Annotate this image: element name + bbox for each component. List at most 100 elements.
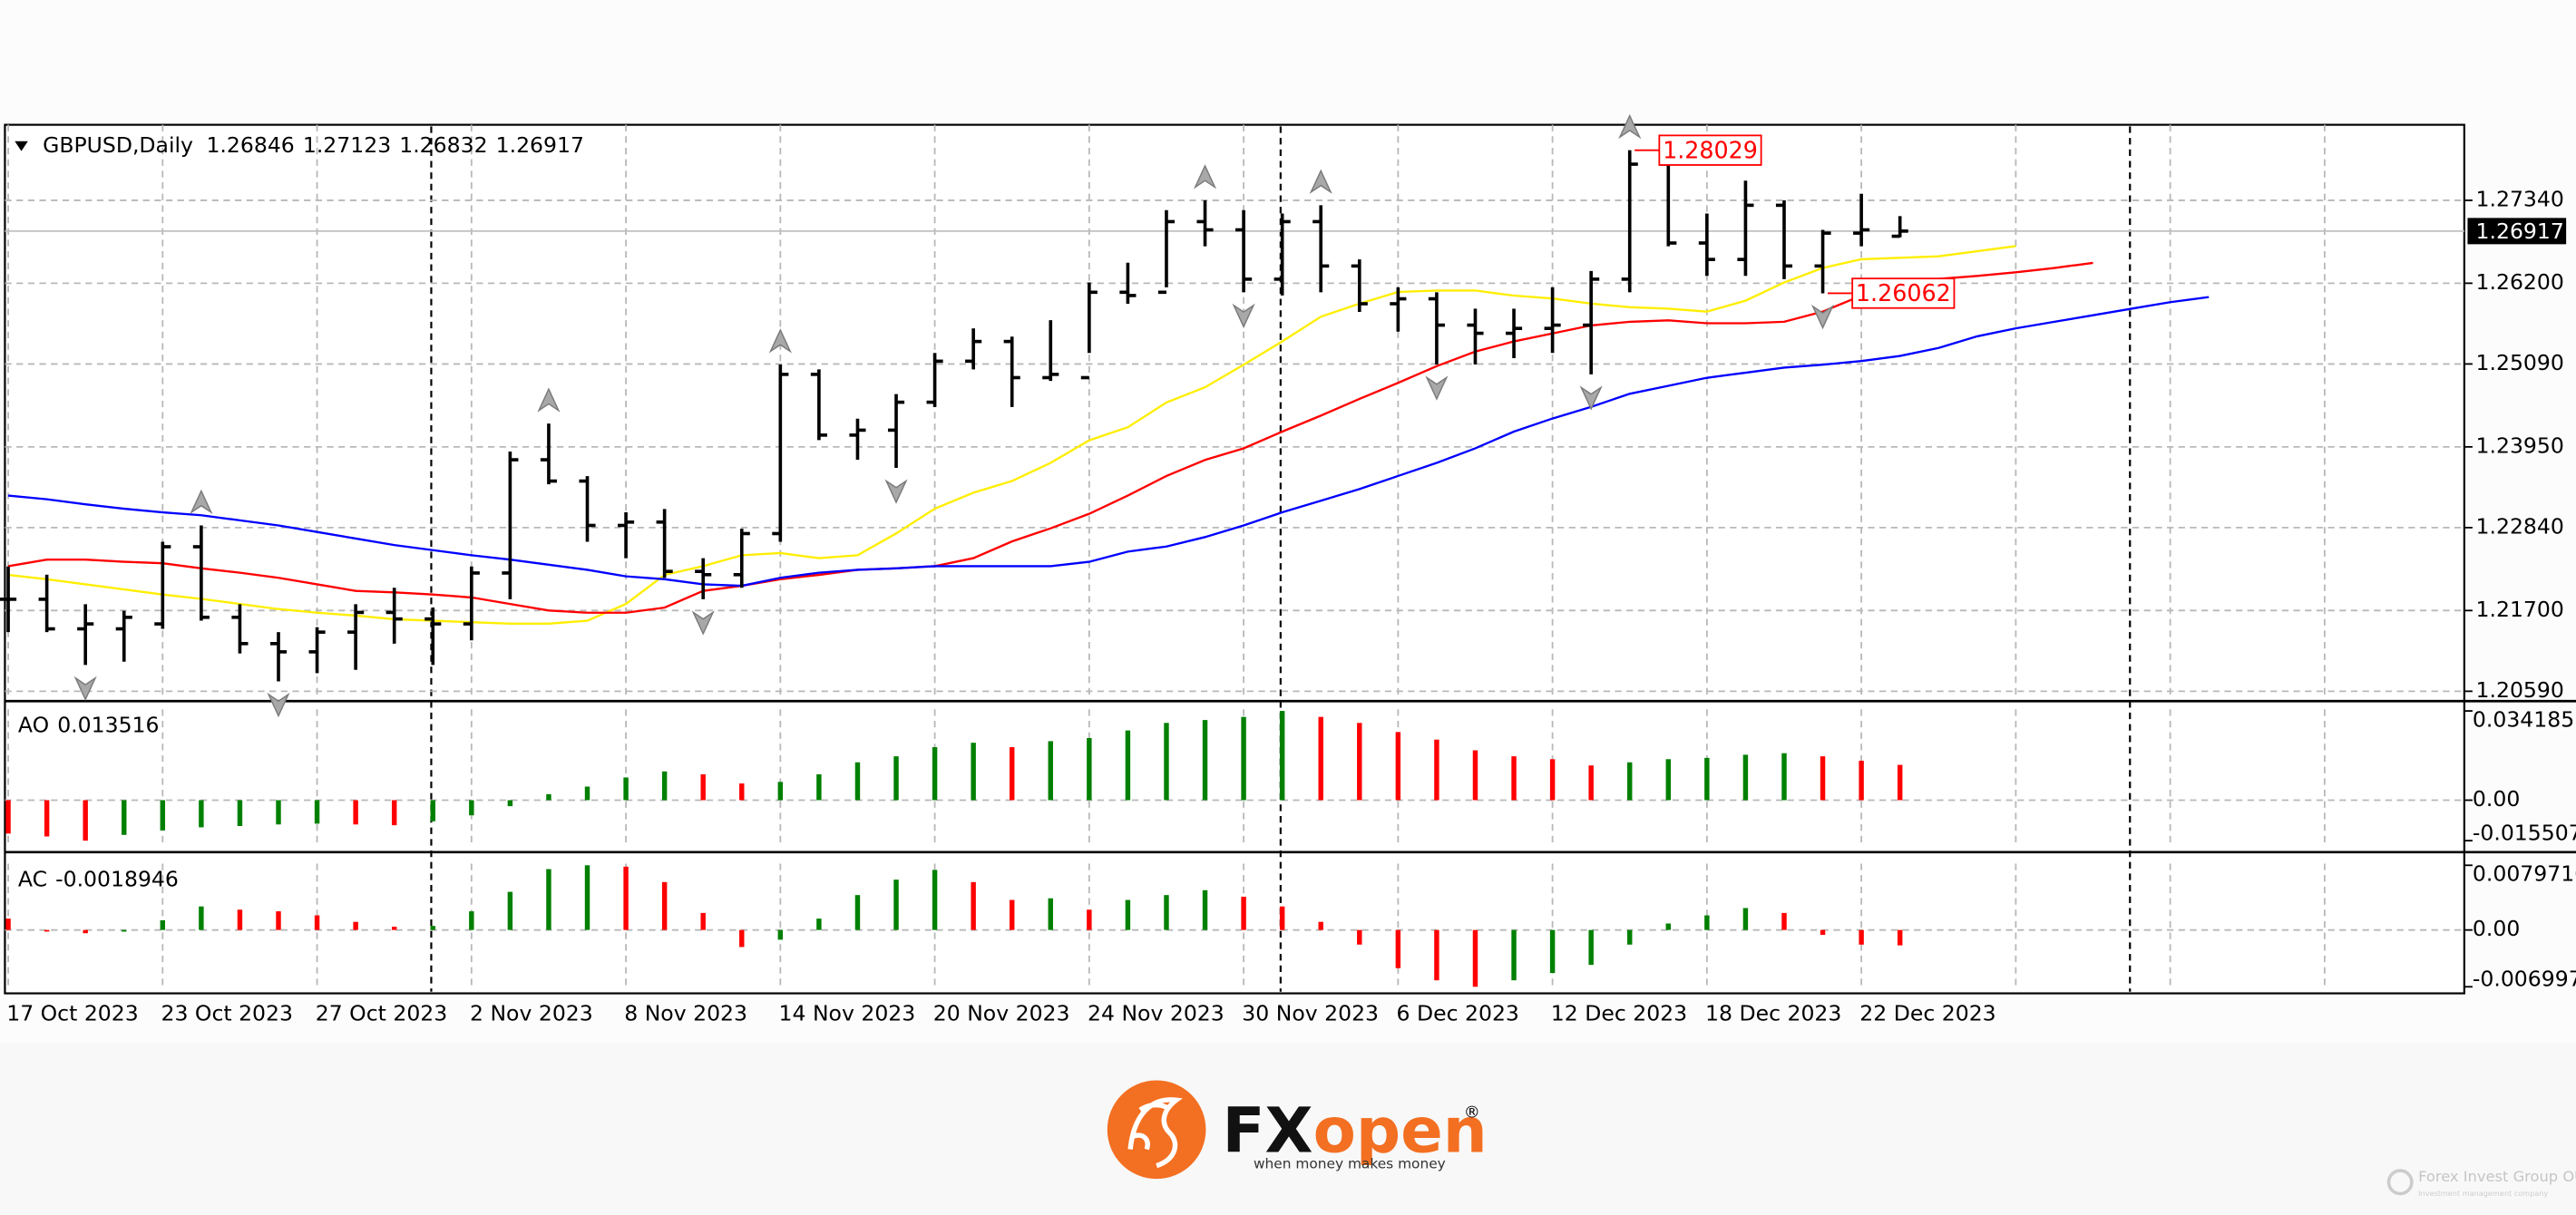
histogram-bar (1820, 756, 1826, 801)
histogram-bar (623, 777, 629, 801)
x-tick-label: 14 Nov 2023 (779, 1001, 916, 1026)
indicator-value: 0.013516 (57, 712, 159, 737)
moving-average-line (7, 296, 2210, 588)
histogram-bar (469, 911, 474, 930)
histogram-bar (44, 800, 50, 837)
footer-company: Forex Invest Group OU Investment managem… (2386, 1168, 2576, 1198)
y-tick-label: 1.20590 (2476, 677, 2564, 703)
y-tick-label: -0.015507 (2473, 820, 2576, 845)
x-tick-label: 22 Dec 2023 (1859, 1001, 1995, 1026)
histogram-bar (1781, 753, 1787, 801)
histogram-bar (199, 906, 204, 930)
fractal-down (1810, 304, 1835, 330)
y-tick-label: 0.00 (2473, 786, 2520, 812)
header-low: 1.26832 (399, 132, 487, 158)
histogram-bar (1318, 716, 1323, 801)
annotation-box (1658, 134, 1762, 166)
histogram-bar (893, 880, 899, 930)
histogram-bar (5, 800, 11, 834)
histogram-bar (1318, 921, 1323, 930)
histogram-bar (1897, 764, 1903, 801)
histogram-bar (469, 800, 474, 816)
histogram-bar (584, 865, 590, 930)
fractal-down (1232, 303, 1255, 329)
moving-average-line (7, 245, 2016, 625)
indicator-name: AC (18, 866, 47, 891)
histogram-bar (1820, 929, 1826, 936)
histogram-bar (1164, 723, 1169, 801)
histogram-bar (1704, 757, 1710, 801)
fractal-down (1425, 375, 1449, 401)
histogram-bar (1202, 720, 1208, 801)
y-tick-label: -0.006997 (2473, 967, 2576, 992)
logo-open: open (1313, 1094, 1488, 1167)
histogram-bar (1125, 730, 1131, 801)
indicator-name: AO (18, 712, 49, 737)
histogram-bar (1511, 929, 1517, 981)
histogram-bar (1164, 895, 1169, 930)
y-tick-label: 1.27340 (2476, 186, 2564, 211)
histogram-bar (1859, 761, 1864, 801)
histogram-bar (1742, 908, 1749, 930)
logo-fx: FX (1223, 1094, 1313, 1167)
header-close: 1.26917 (496, 132, 584, 158)
histogram-bar (1588, 765, 1594, 801)
histogram-bar (314, 915, 320, 930)
fractal-down (1579, 385, 1603, 411)
x-tick-label: 18 Dec 2023 (1705, 1001, 1841, 1026)
histogram-bar (777, 929, 784, 940)
histogram-bar (276, 911, 281, 930)
histogram-bar (44, 929, 50, 932)
x-tick-label: 2 Nov 2023 (470, 1001, 593, 1026)
histogram-bar (584, 786, 590, 801)
plot-layer: 17 Oct 2023 23 Oct 2023 27 Oct 2023 2 Nov 2… (0, 113, 2576, 1026)
histogram-bar (353, 921, 358, 930)
fractal-up (1309, 169, 1332, 194)
histogram-bar (546, 793, 551, 801)
histogram-bar (854, 895, 861, 930)
chart-frame (4, 123, 2465, 995)
histogram-bar (1511, 756, 1517, 801)
histogram-bar (1627, 762, 1633, 801)
histogram-bar (353, 800, 358, 825)
x-tick-label: 12 Dec 2023 (1551, 1001, 1687, 1026)
histogram-bar (1087, 909, 1092, 930)
x-tick-label: 20 Nov 2023 (933, 1001, 1070, 1026)
logo-emblem (1107, 1080, 1206, 1180)
symbol-menu-arrow[interactable] (15, 141, 28, 151)
histogram-bar (314, 800, 320, 824)
histogram-bar (700, 773, 706, 801)
histogram-bar (893, 756, 899, 801)
histogram-bar (237, 909, 243, 930)
histogram-bar (1395, 732, 1401, 801)
histogram-bar (1241, 896, 1246, 930)
histogram-bar (276, 800, 281, 825)
histogram-bar (160, 919, 166, 930)
histogram-bar (661, 771, 668, 801)
logo-text: FXopen (1223, 1094, 1488, 1167)
y-tick-label: 1.23950 (2476, 433, 2564, 458)
company-name: Forex Invest Group OU (2418, 1168, 2576, 1185)
histogram-bar (1781, 912, 1787, 930)
histogram-bar (83, 929, 88, 934)
histogram-bar (1048, 898, 1053, 930)
fractal-up (768, 328, 792, 354)
y-tick-label: 0.0079716 (2473, 861, 2576, 887)
fractal-down (267, 692, 290, 718)
y-tick-label: 1.21700 (2476, 597, 2564, 622)
histogram-bar (1395, 929, 1401, 968)
fractal-up (190, 489, 213, 515)
indicator-value: -0.0018946 (55, 866, 179, 891)
histogram-bar (1434, 739, 1439, 801)
histogram-bar (1627, 929, 1633, 945)
logo-tagline: when money makes money (1254, 1155, 1446, 1171)
current-price-label: 1.26917 (2476, 219, 2564, 244)
annotation-label: 1.28029 (1663, 136, 1758, 163)
company-icon (2386, 1169, 2414, 1196)
histogram-bar (816, 773, 822, 801)
histogram-bar (700, 912, 706, 930)
histogram-bar (507, 891, 513, 930)
company-subtitle: Investment management company (2418, 1189, 2548, 1198)
